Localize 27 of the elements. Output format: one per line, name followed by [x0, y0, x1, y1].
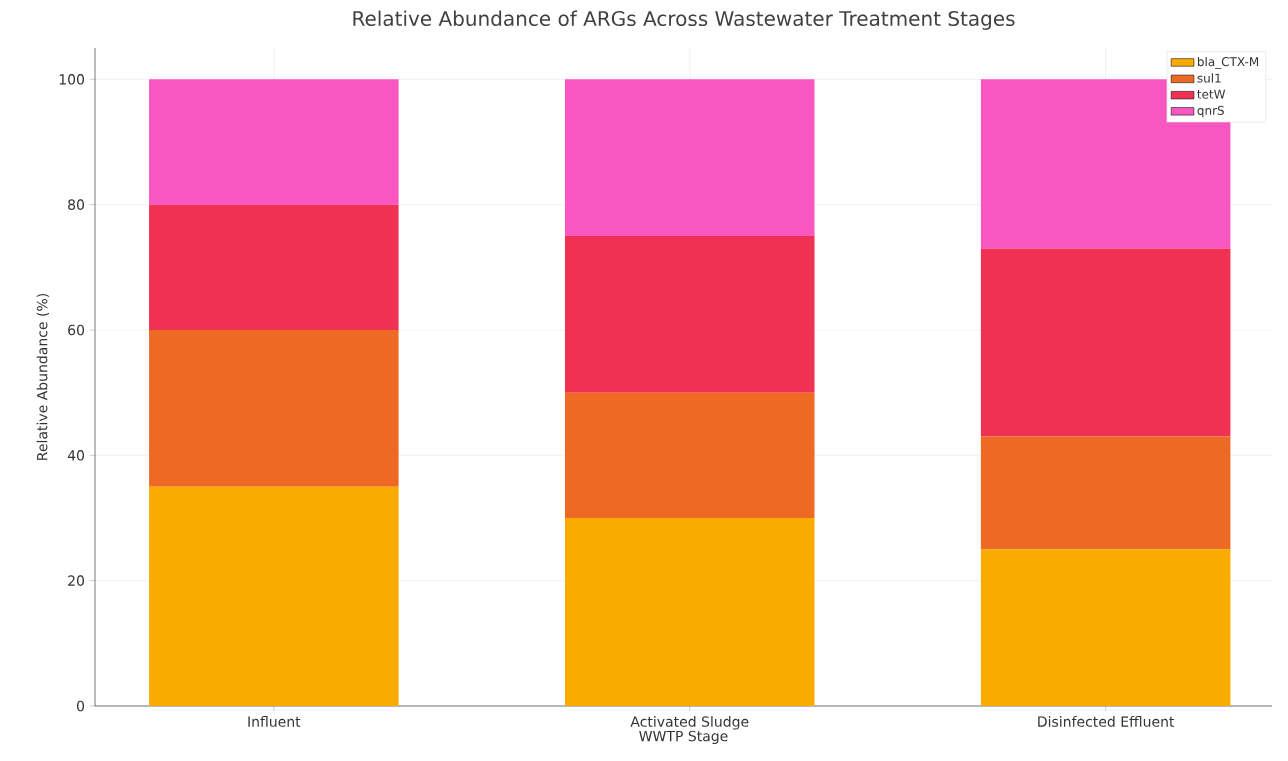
chart-title: Relative Abundance of ARGs Across Wastewater Treatment Stages	[353, 10, 1015, 30]
bar	[980, 248, 1231, 437]
bar	[980, 549, 1231, 706]
bar	[564, 518, 815, 706]
legend-label: bla_CTX-M	[1197, 56, 1259, 69]
bar	[980, 436, 1231, 550]
x-axis-title: WWTP Stage	[639, 730, 728, 745]
y-tick-label: 80	[68, 199, 85, 210]
y-tick-label: 40	[67, 450, 85, 461]
bar	[149, 329, 399, 487]
y-tick-label: 100	[59, 74, 85, 85]
bar	[564, 392, 815, 518]
legend-label: qnrS	[1197, 105, 1224, 118]
bar	[149, 79, 399, 205]
x-tick-label: Disinfected Effluent	[1038, 716, 1175, 727]
bar	[149, 204, 399, 330]
x-tick-label: Influent	[248, 716, 301, 727]
y-tick-label: 0	[76, 700, 85, 712]
bar	[149, 486, 399, 706]
bar	[564, 236, 815, 393]
x-tick-label: Activated Sludge	[630, 716, 749, 730]
y-tick-label: 20	[68, 575, 85, 586]
legend-label: tetW	[1197, 89, 1226, 99]
bar	[564, 79, 815, 236]
y-tick-label: 60	[68, 324, 85, 336]
y-axis-title: Relative Abundance (%)	[36, 293, 50, 460]
legend-label: sul1	[1197, 73, 1221, 83]
